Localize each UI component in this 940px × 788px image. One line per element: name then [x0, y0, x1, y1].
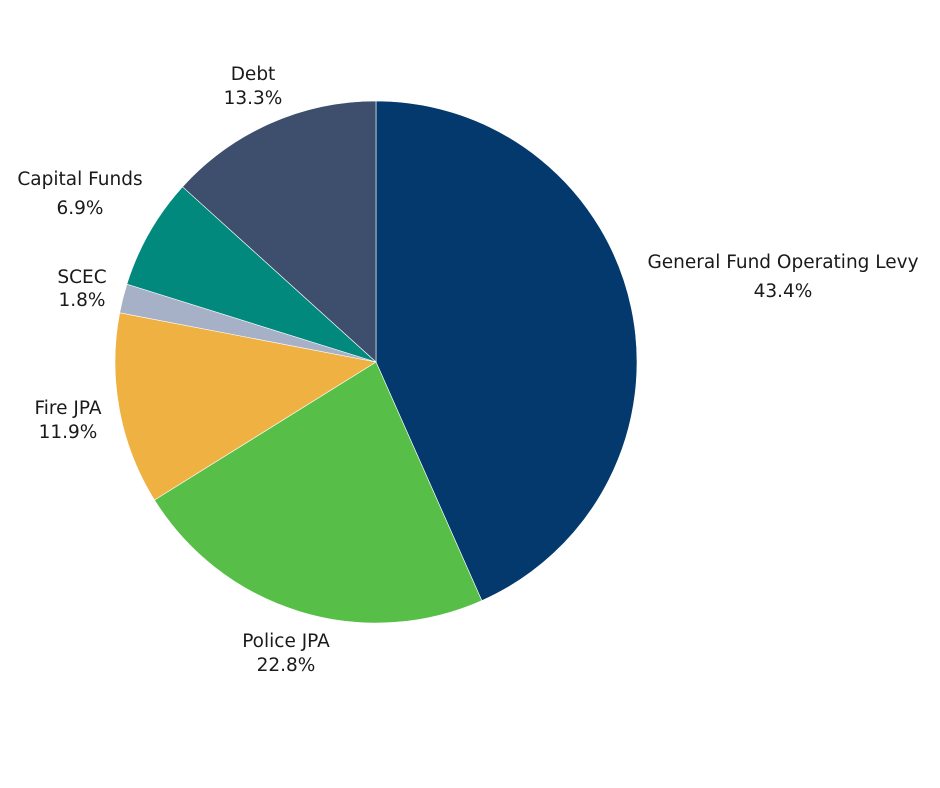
pie-slices — [114, 100, 638, 624]
pie-slice-police-jpa — [154, 361, 483, 624]
slice-label-name: Police JPA — [242, 631, 330, 652]
label-debt: Debt 13.3% — [224, 64, 283, 109]
label-scec: SCEC 1.8% — [57, 267, 106, 311]
slice-label-value: 6.9% — [57, 198, 104, 219]
slice-label-name: SCEC — [57, 267, 106, 288]
pie-slice-debt — [182, 100, 377, 363]
label-police-jpa: Police JPA 22.8% — [242, 631, 330, 676]
pie-slice-general-fund-operating-levy — [375, 100, 638, 601]
pie-slice-capital-funds — [126, 186, 377, 363]
slice-label-value: 11.9% — [39, 422, 98, 443]
slice-label-name: General Fund Operating Levy — [647, 252, 918, 273]
slice-label-value: 1.8% — [59, 290, 106, 311]
slice-label-name: Fire JPA — [35, 398, 102, 419]
pie-slice-fire-jpa — [114, 312, 377, 501]
slice-label-name: Debt — [231, 64, 276, 85]
slice-label-name: Capital Funds — [17, 169, 142, 190]
label-fire-jpa: Fire JPA 11.9% — [35, 398, 102, 443]
slice-label-value: 13.3% — [224, 88, 283, 109]
slice-label-value: 43.4% — [754, 281, 813, 302]
slice-label-value: 22.8% — [257, 655, 316, 676]
label-general-fund: General Fund Operating Levy 43.4% — [647, 252, 918, 302]
label-capital-funds: Capital Funds 6.9% — [17, 169, 142, 219]
